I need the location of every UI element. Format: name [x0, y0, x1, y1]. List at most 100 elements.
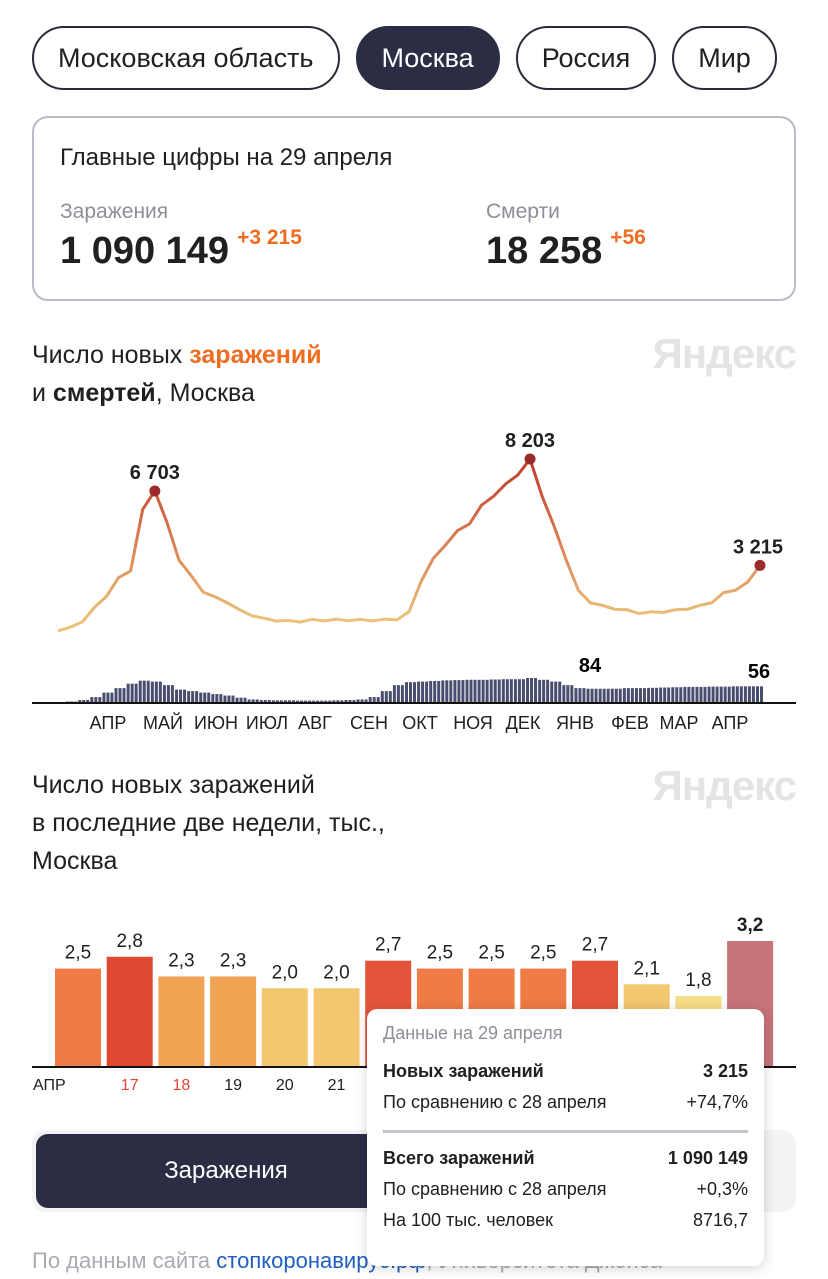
bar-value-label: 2,7	[375, 935, 401, 956]
death-bar	[114, 688, 118, 703]
death-bar	[150, 681, 154, 703]
death-bar	[332, 700, 336, 703]
bar-value-label: 2,3	[168, 950, 194, 971]
bar	[106, 956, 153, 1067]
death-bar	[642, 688, 646, 703]
death-bar	[170, 685, 174, 703]
summary-heading: Главные цифры на 29 апреля	[60, 144, 393, 171]
death-bar	[521, 679, 525, 703]
death-bar	[727, 686, 731, 703]
death-bar	[505, 679, 509, 703]
death-bar	[316, 700, 320, 703]
bar-value-label: 2,0	[323, 962, 349, 983]
deaths-delta: +56	[610, 226, 646, 249]
death-bar	[409, 682, 412, 703]
death-bar	[760, 686, 763, 703]
death-bar	[562, 685, 566, 703]
death-bar	[699, 686, 703, 703]
death-bar	[215, 694, 219, 703]
tab-world[interactable]: Мир	[672, 26, 777, 90]
death-bar	[247, 699, 251, 703]
death-bar	[308, 700, 312, 703]
total-label: Всего заражений	[383, 1148, 535, 1168]
peak-label: 3 215	[733, 536, 783, 558]
death-bar	[683, 686, 687, 703]
death-bar	[723, 686, 727, 703]
death-bar	[158, 681, 162, 703]
death-bar	[219, 694, 223, 703]
death-bar	[227, 695, 231, 703]
death-bar	[433, 680, 437, 703]
bar-value-label: 1,8	[685, 970, 711, 991]
infections-deaths-chart: 6 703 8 203 3 215 84 56 АПР МАЙ ИЮН ИЮЛ АВГ СЕН ОК…	[32, 430, 796, 733]
death-bar	[175, 689, 179, 703]
title-bold: смертей	[52, 379, 156, 407]
death-bar	[223, 695, 227, 703]
death-bar	[142, 680, 146, 703]
death-bar	[376, 697, 380, 703]
death-bar	[707, 686, 711, 703]
title-text: и	[32, 379, 53, 407]
death-bar	[392, 685, 396, 703]
death-bar	[388, 691, 392, 703]
death-bar	[364, 699, 368, 703]
tab-moscow-region[interactable]: Московская область	[32, 26, 340, 90]
death-bar	[356, 699, 360, 703]
region-tabs: Московская область Москва Россия Мир	[32, 26, 777, 90]
death-bar	[481, 679, 485, 703]
death-bar	[598, 688, 602, 703]
death-bar	[618, 688, 622, 703]
bar-value-label: 2,5	[65, 943, 91, 964]
x-tick-label: МАЙ	[143, 712, 183, 733]
death-bar	[211, 694, 215, 703]
death-bar	[396, 685, 400, 703]
infections-toggle-button[interactable]: Заражения	[36, 1134, 416, 1208]
x-tick-label: ИЮЛ	[246, 713, 288, 733]
death-bar	[671, 687, 675, 703]
death-bar	[517, 679, 521, 703]
death-bar	[485, 679, 489, 703]
summary-card: Главные цифры на 29 апреля Заражения 1 0…	[32, 116, 796, 301]
death-bar	[566, 685, 570, 703]
death-bar	[425, 681, 429, 703]
death-bar	[320, 700, 324, 703]
tab-moscow[interactable]: Москва	[355, 26, 500, 90]
bar-value-label: 2,8	[116, 931, 142, 952]
death-bar	[574, 688, 578, 703]
death-bar	[400, 685, 404, 703]
death-bar	[715, 686, 719, 703]
death-bar	[570, 685, 574, 703]
death-bar	[558, 681, 562, 703]
per100-value: 8716,7	[692, 1210, 748, 1230]
x-tick-label: АПР	[33, 1077, 66, 1094]
deaths-last-label: 56	[748, 661, 770, 683]
death-bar	[441, 680, 445, 703]
x-tick-label: ОКТ	[402, 713, 437, 733]
death-bar	[380, 691, 384, 703]
deaths-peak-label: 84	[579, 655, 602, 677]
death-bar	[534, 678, 538, 703]
death-bar	[384, 691, 388, 703]
x-tick-label: АВГ	[298, 713, 332, 733]
death-bar	[134, 683, 138, 703]
x-tick-label: АПР	[90, 713, 127, 733]
bar	[158, 976, 205, 1067]
bar-value-label: 2,7	[582, 935, 608, 956]
death-bar	[271, 700, 275, 703]
bar-value-label: 2,1	[633, 958, 659, 979]
death-bar	[352, 700, 356, 703]
infections-label: Заражения	[60, 200, 169, 223]
deaths-value: 18 258	[486, 230, 603, 272]
death-bar	[437, 680, 441, 703]
death-bar	[179, 689, 183, 703]
death-bar	[126, 683, 130, 703]
peak-marker	[524, 453, 536, 465]
bar	[210, 976, 257, 1067]
death-bar	[461, 680, 465, 703]
death-bar	[267, 700, 271, 703]
death-bar	[291, 700, 295, 703]
death-bar	[679, 687, 683, 703]
death-bar	[255, 699, 259, 703]
tab-russia[interactable]: Россия	[515, 26, 657, 90]
death-bar	[614, 688, 618, 703]
